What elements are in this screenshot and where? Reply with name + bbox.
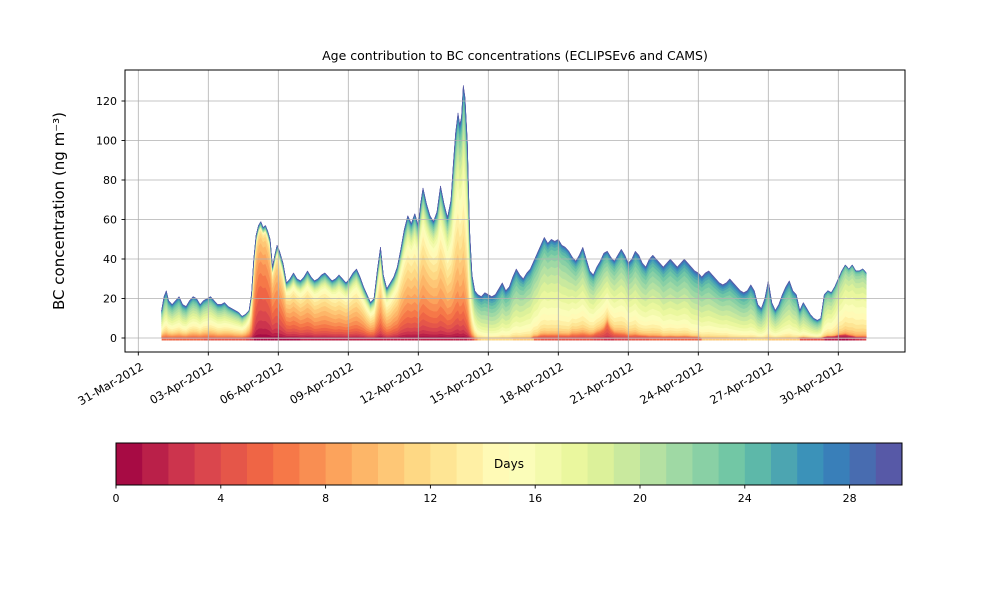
y-tick-label: 40 [103,253,117,266]
colorbar-segment-0 [116,443,143,485]
x-tick-label: 06-Apr-2012 [217,359,286,407]
x-tick-label: 31-Mar-2012 [75,359,145,408]
colorbar-segment-26 [797,443,824,485]
x-tick-label: 15-Apr-2012 [427,359,496,407]
x-tick-label: 24-Apr-2012 [637,359,706,407]
x-tick-label: 30-Apr-2012 [777,359,846,407]
y-tick-label: 100 [96,134,117,147]
colorbar-segment-4 [220,443,248,485]
chart-title: Age contribution to BC concentrations (E… [322,48,708,63]
stacked-age-layers [161,85,867,339]
colorbar-segment-27 [823,443,850,485]
colorbar-segment-28 [849,443,877,485]
colorbar-segment-2 [168,443,195,485]
colorbar-tick-label: 8 [322,492,329,505]
colorbar-segment-29 [875,443,903,485]
colorbar-tick-label: 20 [633,492,647,505]
age-layer-29 [161,85,867,321]
colorbar-segment-10 [378,443,405,485]
colorbar: 0 4 8 12 16 20 24 28 [113,442,903,505]
colorbar-label: Days [494,457,524,471]
colorbar-segment-7 [299,443,326,485]
colorbar-segment-5 [247,443,274,485]
colorbar-tick-label: 4 [217,492,224,505]
plot-border [124,69,906,353]
y-tick-label: 0 [110,332,117,345]
colorbar-segment-12 [430,443,457,485]
colorbar-segment-13 [456,443,484,485]
grid-lines [125,70,905,352]
colorbar-segment-24 [744,443,772,485]
colorbar-tick-label: 24 [738,492,752,505]
colorbar-segment-21 [666,443,693,485]
colorbar-segment-15 [509,443,536,485]
y-tick-label: 120 [96,95,117,108]
x-tick-label: 03-Apr-2012 [147,359,216,407]
colorbar-tick-label: 0 [113,492,120,505]
y-tick-label: 20 [103,292,117,305]
colorbar-segment-9 [351,443,379,485]
colorbar-segment-8 [325,443,353,485]
colorbar-tick-label: 28 [843,492,857,505]
colorbar-segment-19 [613,443,641,485]
y-tick-label: 80 [103,174,117,187]
colorbar-segment-22 [692,443,719,485]
colorbar-segment-6 [273,443,300,485]
colorbar-segment-23 [718,443,746,485]
colorbar-segment-20 [640,443,667,485]
y-tick-label: 60 [103,213,117,226]
x-tick-label: 09-Apr-2012 [287,359,356,407]
y-axis-label: BC concentration (ng m⁻³) [50,112,68,310]
x-tick-label: 12-Apr-2012 [357,359,426,407]
colorbar-segment-18 [587,443,615,485]
colorbar-segment-14 [482,443,510,485]
colorbar-segment-3 [194,443,222,485]
colorbar-segment-16 [535,443,562,485]
colorbar-segment-1 [142,443,169,485]
x-tick-label: 18-Apr-2012 [497,359,566,407]
x-tick-label: 27-Apr-2012 [707,359,776,407]
colorbar-tick-label: 16 [528,492,542,505]
colorbar-tick-label: 12 [423,492,437,505]
colorbar-segment-25 [771,443,798,485]
x-tick-label: 21-Apr-2012 [567,359,636,407]
colorbar-border [115,442,903,486]
colorbar-segment-17 [561,443,588,485]
colorbar-segment-11 [404,443,431,485]
